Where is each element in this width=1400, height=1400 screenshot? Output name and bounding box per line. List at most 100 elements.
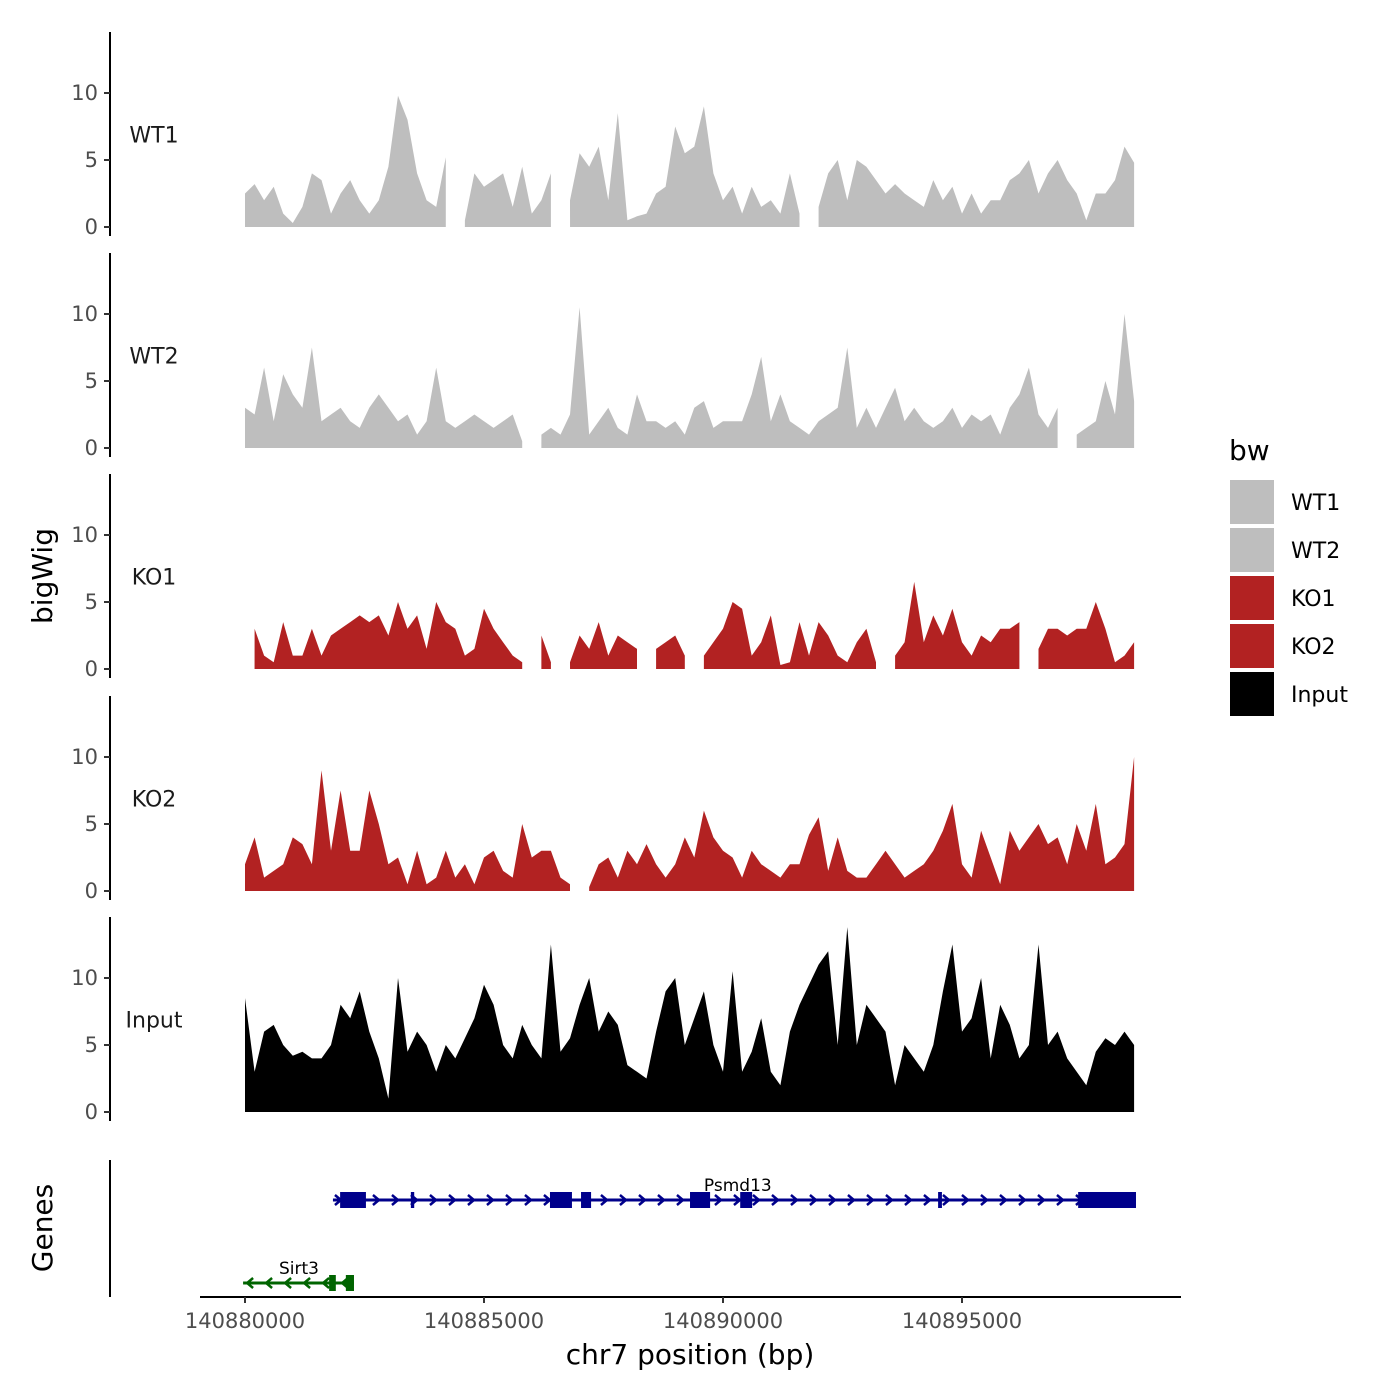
gene-sirt3: Sirt3 — [243, 1259, 354, 1291]
y-tick-label: 5 — [85, 590, 98, 614]
x-tick-label: 140880000 — [185, 1309, 305, 1333]
legend-label: KO1 — [1291, 587, 1336, 612]
track-ko1: 0 5 10 KO1 — [71, 474, 1135, 681]
track-wt2: 0 5 10 WT2 — [71, 253, 1135, 460]
legend-item-wt2: WT2 — [1230, 528, 1340, 572]
strand-arrow-icon — [980, 1194, 989, 1206]
strand-arrow-icon — [885, 1194, 894, 1206]
signal-area — [1076, 314, 1135, 448]
signal-area — [254, 602, 523, 669]
strand-arrow-icon — [809, 1194, 818, 1206]
legend-swatch — [1230, 672, 1274, 716]
signal-area — [464, 166, 551, 227]
strand-arrow-icon — [866, 1194, 875, 1206]
y-tick-label: 5 — [85, 1033, 98, 1057]
legend-label: WT1 — [1291, 491, 1340, 516]
strand-arrow-icon — [923, 1194, 932, 1206]
strand-arrow-icon — [714, 1194, 723, 1206]
strand-arrow-icon — [283, 1277, 292, 1289]
track-label: KO1 — [132, 566, 177, 591]
strand-arrow-icon — [505, 1194, 514, 1206]
y-tick-label: 5 — [85, 148, 98, 172]
legend-label: Input — [1291, 683, 1348, 708]
exon — [1078, 1192, 1136, 1208]
y-tick-label: 0 — [85, 436, 98, 460]
y-tick-label: 10 — [71, 966, 98, 990]
strand-arrow-icon — [638, 1194, 647, 1206]
signal-area — [570, 106, 800, 227]
strand-arrow-icon — [524, 1194, 533, 1206]
exon — [340, 1192, 366, 1208]
signal-area — [245, 95, 446, 227]
strand-arrow-icon — [999, 1194, 1008, 1206]
signal-area — [656, 635, 685, 669]
x-tick-label: 140895000 — [902, 1309, 1022, 1333]
y-tick-label: 0 — [85, 657, 98, 681]
legend-label: KO2 — [1291, 635, 1336, 660]
strand-arrow-icon — [372, 1194, 381, 1206]
strand-arrow-icon — [847, 1194, 856, 1206]
y-tick-label: 5 — [85, 369, 98, 393]
strand-arrow-icon — [790, 1194, 799, 1206]
strand-arrow-icon — [302, 1277, 311, 1289]
signal-area — [1038, 602, 1135, 669]
track-label: WT2 — [129, 345, 178, 370]
track-label: WT1 — [129, 124, 178, 149]
strand-arrow-icon — [1056, 1194, 1065, 1206]
y-tick-label: 10 — [71, 523, 98, 547]
strand-arrow-icon — [467, 1194, 476, 1206]
strand-arrow-icon — [733, 1194, 742, 1206]
y-axis-title: bigWig — [26, 528, 59, 624]
y-tick-label: 5 — [85, 812, 98, 836]
strand-arrow-icon — [828, 1194, 837, 1206]
track-label: KO2 — [132, 788, 177, 813]
genes-axis-title: Genes — [26, 1184, 59, 1272]
signal-area — [541, 307, 1058, 448]
strand-arrow-icon — [942, 1194, 951, 1206]
signal-area — [245, 927, 1135, 1112]
legend-swatch — [1230, 480, 1274, 524]
exon — [345, 1275, 354, 1291]
y-tick-label: 0 — [85, 1100, 98, 1124]
legend: bw WT1 WT2 KO1 KO2 Input — [1229, 434, 1348, 716]
signal-area — [570, 622, 637, 669]
strand-arrow-icon — [448, 1194, 457, 1206]
strand-arrow-icon — [391, 1194, 400, 1206]
y-tick-label: 10 — [71, 81, 98, 105]
strand-arrow-icon — [600, 1194, 609, 1206]
signal-area — [818, 146, 1135, 227]
legend-swatch — [1230, 576, 1274, 620]
strand-arrow-icon — [676, 1194, 685, 1206]
signal-area — [703, 602, 876, 669]
track-label: Input — [126, 1009, 183, 1034]
signal-area — [541, 635, 551, 669]
exon — [549, 1192, 572, 1208]
x-tick-label: 140885000 — [424, 1309, 544, 1333]
strand-arrow-icon — [429, 1194, 438, 1206]
strand-arrow-icon — [543, 1194, 552, 1206]
gene-track: Psmd13 Sirt3 — [109, 1160, 1136, 1297]
signal-area — [245, 347, 523, 448]
strand-arrow-icon — [1018, 1194, 1027, 1206]
strand-arrow-icon — [752, 1194, 761, 1206]
legend-title: bw — [1229, 434, 1270, 467]
signal-area — [245, 770, 570, 891]
strand-arrow-icon — [1037, 1194, 1046, 1206]
strand-arrow-icon — [264, 1277, 273, 1289]
strand-arrow-icon — [486, 1194, 495, 1206]
legend-item-input: Input — [1230, 672, 1348, 716]
signal-area — [895, 581, 1020, 669]
strand-arrow-icon — [657, 1194, 666, 1206]
y-tick-label: 10 — [71, 745, 98, 769]
y-tick-label: 0 — [85, 879, 98, 903]
x-axis: 140880000 140885000 140890000 140895000 — [185, 1296, 1181, 1333]
y-tick-label: 10 — [71, 302, 98, 326]
exon — [581, 1192, 592, 1208]
legend-swatch — [1230, 624, 1274, 668]
x-axis-title: chr7 position (bp) — [566, 1338, 815, 1371]
signal-tracks: 0 5 10 WT1 0 5 10 WT2 0 5 10 KO1 0 5 10 KO2 0 5 10 Input — [71, 32, 1135, 1124]
exon — [938, 1192, 942, 1208]
legend-item-ko2: KO2 — [1230, 624, 1336, 668]
exon — [329, 1275, 336, 1291]
